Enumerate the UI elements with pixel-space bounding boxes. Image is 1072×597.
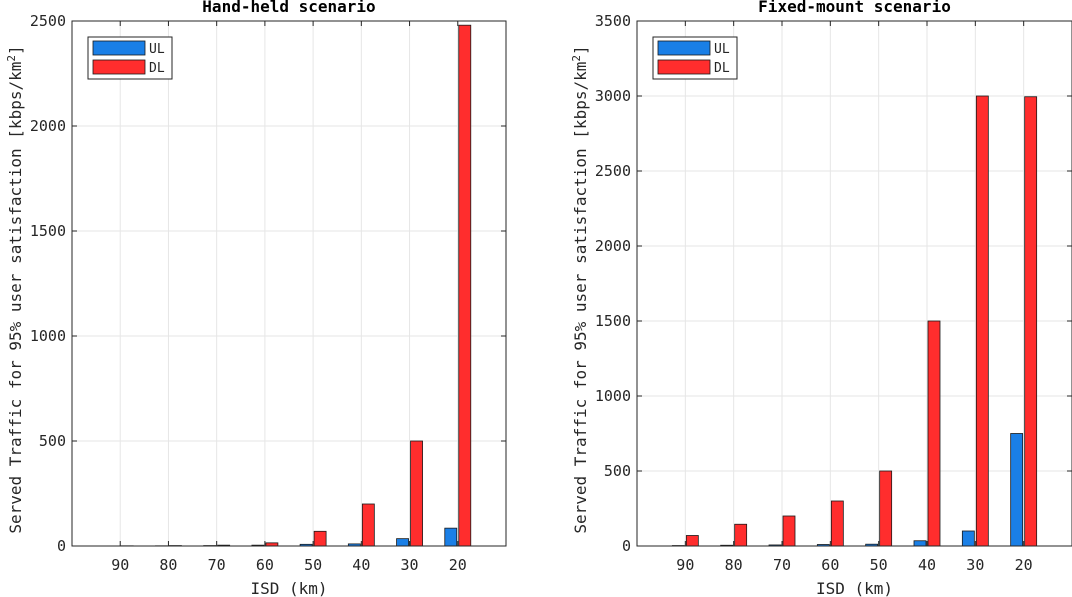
x-tick-label: 30 [401, 556, 419, 574]
x-tick-label: 20 [1015, 556, 1033, 574]
legend-label-ul: UL [149, 42, 165, 57]
chart-panel-2: 0 500 1000 1500 2000 2500 3000 3500 90 80 70 60 50 40… [570, 0, 1072, 597]
bar-dl-60 [830, 500, 844, 547]
chart-title: Fixed-mount scenario [758, 0, 951, 16]
bar-dl-50 [313, 530, 327, 547]
legend-swatch-ul [657, 40, 711, 56]
y-tick-label: 0 [57, 537, 66, 555]
y-tick-label: 500 [39, 432, 66, 450]
axes-box [71, 20, 507, 547]
x-tick-label: 80 [159, 556, 177, 574]
y-tick-label: 1500 [30, 222, 66, 240]
legend-label-dl: DL [149, 61, 165, 76]
y-tick-label: 2500 [30, 12, 66, 30]
y-tick-label: 1000 [595, 387, 631, 405]
y-tick-label: 3500 [595, 12, 631, 30]
y-tick-label: 1000 [30, 327, 66, 345]
plot-area [72, 21, 506, 546]
bar-ul-40 [913, 540, 927, 547]
legend-swatch-ul [92, 40, 146, 56]
y-tick-label: 0 [622, 537, 631, 555]
x-tick-label: 50 [304, 556, 322, 574]
axes-box [636, 20, 1072, 547]
x-axis-label: ISD (km) [250, 579, 327, 597]
bar-dl-90 [685, 535, 699, 547]
x-tick-label: 60 [256, 556, 274, 574]
bar-dl-20 [1024, 96, 1038, 547]
legend-label-dl: DL [714, 61, 730, 76]
legend: UL DL [87, 36, 173, 80]
bar-ul-20 [1010, 433, 1024, 547]
y-tick-label: 2000 [30, 117, 66, 135]
chart-panel-1: 0 500 1000 1500 2000 2500 90 80 70 60 50 40 30 20 Hand… [5, 0, 507, 597]
y-axis-label: Served Traffic for 95% user satisfaction… [5, 45, 25, 533]
bar-dl-40 [361, 503, 375, 547]
bar-dl-70 [782, 515, 796, 547]
x-tick-label: 80 [725, 556, 743, 574]
plot-area [637, 21, 1072, 546]
x-tick-label: 30 [966, 556, 984, 574]
x-tick-label: 20 [449, 556, 467, 574]
y-tick-label: 2000 [595, 237, 631, 255]
x-tick-label: 40 [918, 556, 936, 574]
x-tick-label: 40 [352, 556, 370, 574]
x-tick-label: 50 [870, 556, 888, 574]
bar-ul-30 [961, 530, 975, 547]
x-axis-label: ISD (km) [816, 579, 893, 597]
chart-title: Hand-held scenario [202, 0, 375, 16]
x-tick-label: 70 [773, 556, 791, 574]
x-tick-label: 90 [676, 556, 694, 574]
x-tick-label: 60 [821, 556, 839, 574]
legend: UL DL [652, 36, 738, 80]
bar-ul-30 [396, 538, 409, 547]
bar-dl-30 [410, 440, 423, 547]
bar-dl-50 [879, 470, 893, 547]
x-tick-label: 70 [208, 556, 226, 574]
legend-swatch-dl [657, 59, 711, 75]
bar-ul-20 [444, 527, 458, 547]
x-tick-label: 90 [111, 556, 129, 574]
legend-swatch-dl [92, 59, 146, 75]
y-tick-label: 1500 [595, 312, 631, 330]
bar-dl-80 [734, 523, 748, 547]
bar-dl-40 [927, 320, 941, 547]
y-tick-label: 2500 [595, 162, 631, 180]
y-tick-label: 500 [604, 462, 631, 480]
y-axis-label: Served Traffic for 95% user satisfaction… [570, 45, 590, 533]
y-tick-label: 3000 [595, 87, 631, 105]
legend-label-ul: UL [714, 42, 730, 57]
bar-dl-20 [458, 24, 472, 547]
bar-dl-30 [975, 95, 989, 547]
